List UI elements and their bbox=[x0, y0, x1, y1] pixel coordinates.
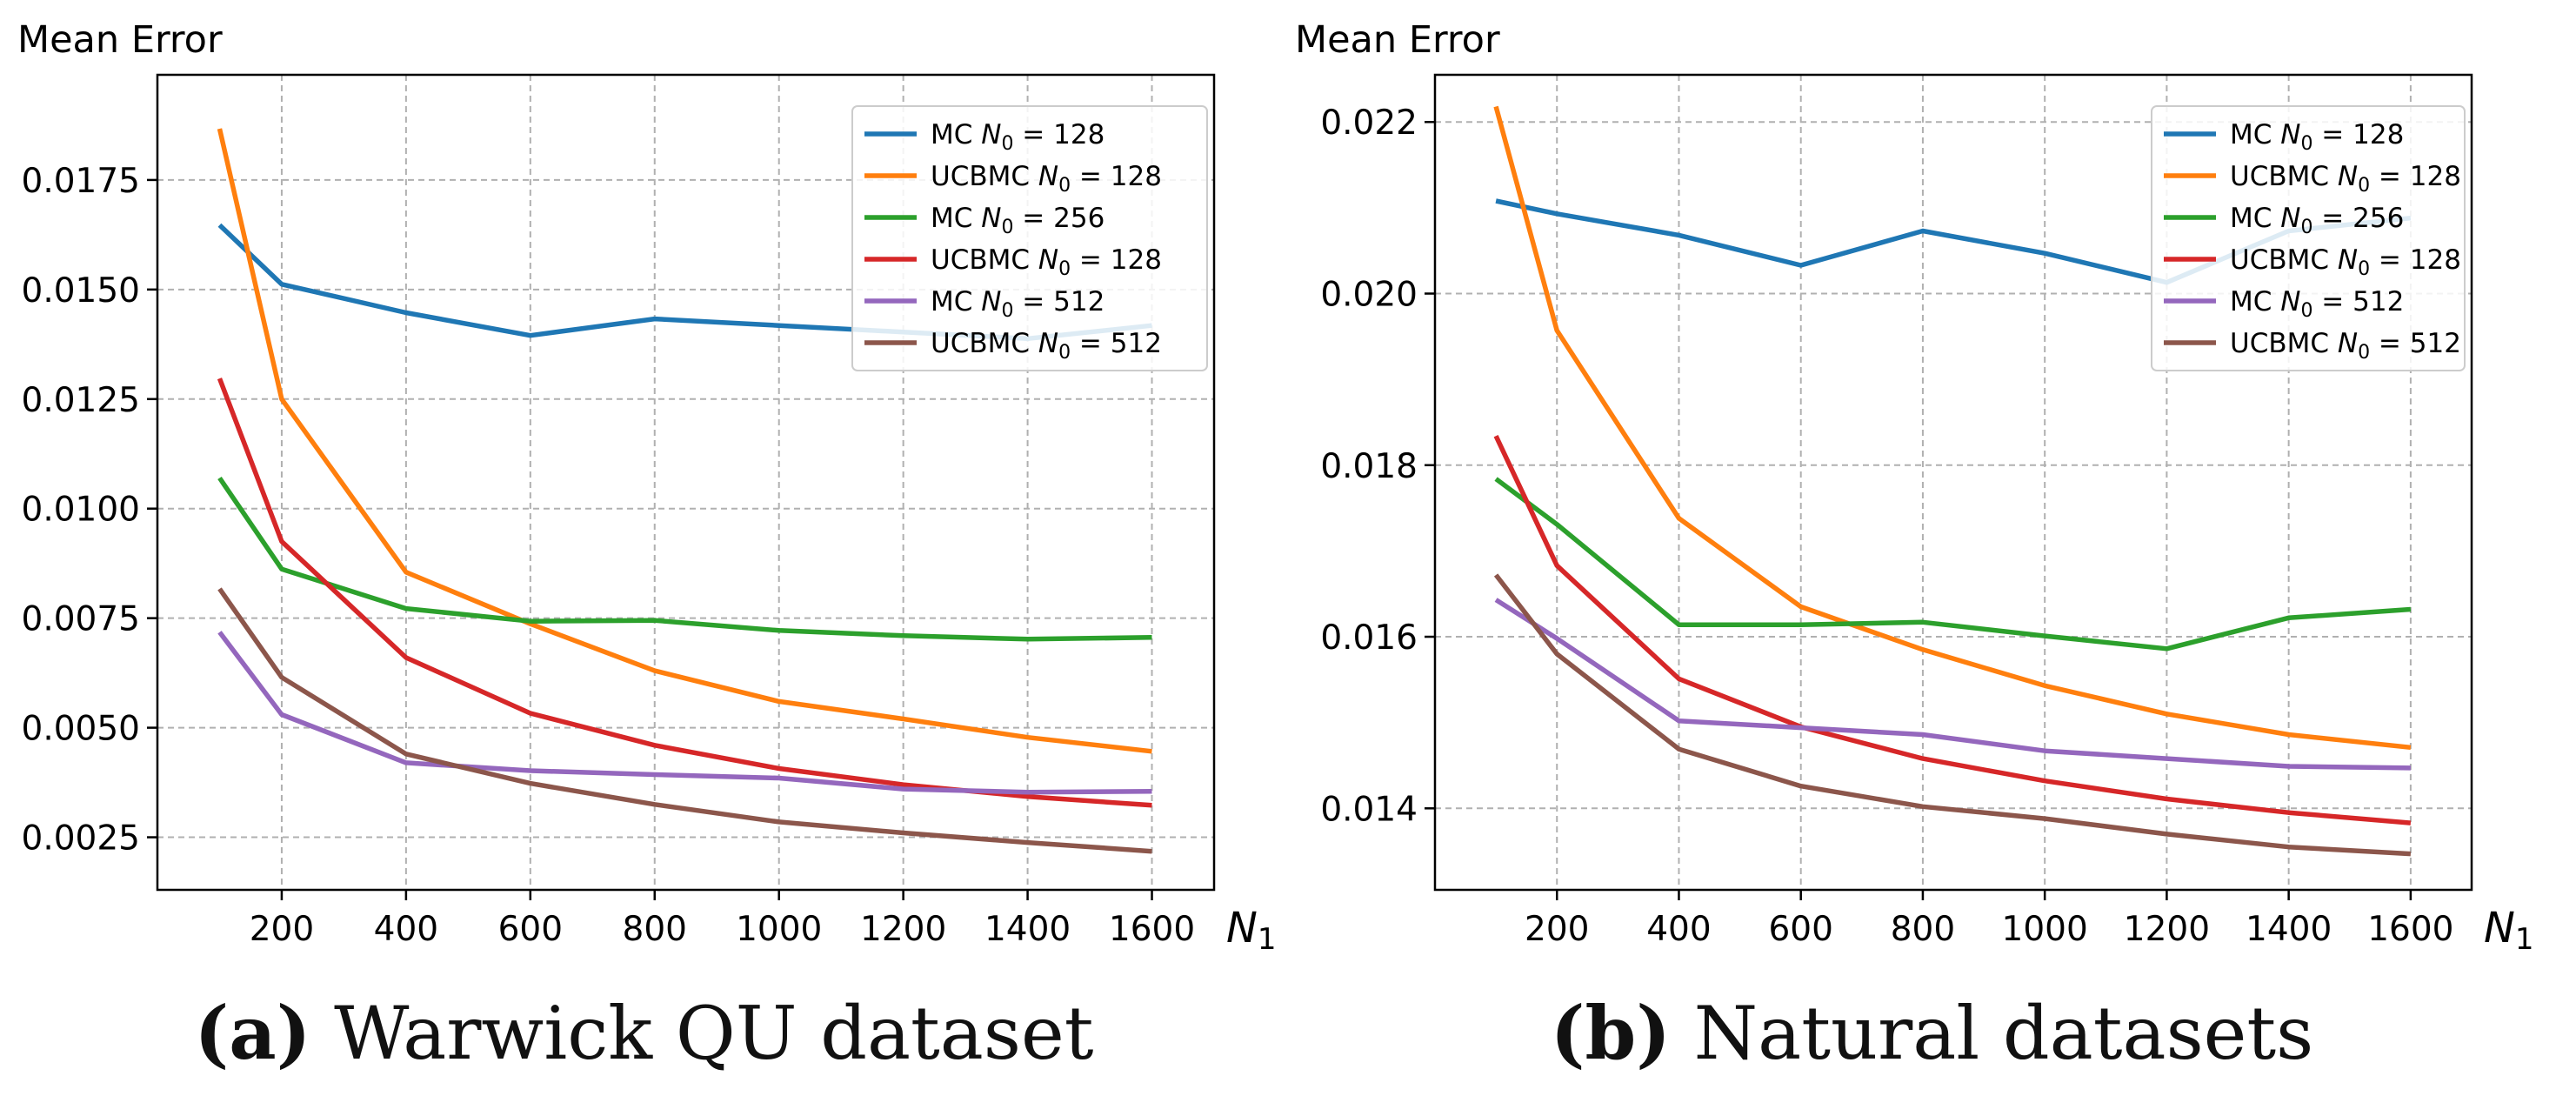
x-tick-label: 200 bbox=[1525, 910, 1589, 949]
x-tick-label: 1400 bbox=[2246, 910, 2332, 949]
caption-a-letter: (a) bbox=[194, 990, 311, 1076]
y-tick-label: 0.0025 bbox=[22, 819, 140, 859]
x-axis-label: N1 bbox=[1226, 904, 1277, 957]
x-tick-label: 800 bbox=[1891, 910, 1955, 949]
y-tick-label: 0.0150 bbox=[22, 271, 140, 311]
y-axis-label: Mean Error bbox=[1295, 18, 1500, 62]
x-tick-label: 600 bbox=[498, 910, 563, 949]
plot-frame bbox=[156, 73, 1216, 892]
y-tick-label: 0.014 bbox=[1320, 790, 1418, 829]
legend-entry: MC N0 = 128 bbox=[2230, 119, 2404, 155]
legend-entry: MC N0 = 512 bbox=[931, 286, 1104, 322]
legend-entry: UCBMC N0 = 128 bbox=[931, 161, 1162, 197]
chart-a: 200 400 600 800 1000 1200 1400 1600 0.0025 0.0050… bbox=[17, 18, 1277, 957]
legend-entry: UCBMC N0 = 512 bbox=[931, 328, 1162, 364]
chart-panel-a: 200 400 600 800 1000 1200 1400 1600 0.0025 0.0050… bbox=[0, 18, 1288, 1076]
series-line-2 bbox=[217, 128, 1152, 754]
legend-entry: UCBMC N0 = 512 bbox=[2230, 328, 2461, 364]
series-line-5 bbox=[1494, 598, 2411, 771]
y-tick-label: 0.020 bbox=[1320, 276, 1418, 315]
legend-box bbox=[851, 105, 1208, 371]
legend: MC N0 = 128 UCBMC N0 = 128 MC N0 = 256 UCBM… bbox=[2151, 105, 2466, 371]
x-tick-label: 1200 bbox=[2124, 910, 2210, 949]
y-tick-label: 0.0125 bbox=[22, 381, 140, 420]
legend-entry: MC N0 = 512 bbox=[2230, 286, 2404, 322]
x-axis-label: N1 bbox=[2484, 904, 2534, 957]
legend-entry: MC N0 = 256 bbox=[931, 203, 1104, 238]
chart-b: 200 400 600 800 1000 1200 1400 1600 0.014 0.016 0.… bbox=[1295, 18, 2534, 957]
plot-frame bbox=[1433, 73, 2473, 892]
legend: MC N0 = 128 UCBMC N0 = 128 MC N0 = 256 UCBM… bbox=[851, 105, 1208, 371]
x-tick-label: 400 bbox=[374, 910, 438, 949]
series-line-2 bbox=[1493, 105, 2412, 751]
y-axis-label: Mean Error bbox=[17, 18, 223, 62]
caption-b: (b) Natural datasets bbox=[1288, 990, 2576, 1076]
y-tick-label: 0.0050 bbox=[22, 710, 140, 749]
y-tick-label: 0.018 bbox=[1320, 447, 1418, 486]
chart-panel-b: 200 400 600 800 1000 1200 1400 1600 0.014 0.016 0.… bbox=[1288, 0, 2576, 1096]
legend-entry: MC N0 = 128 bbox=[931, 119, 1104, 155]
series-line-6 bbox=[1493, 573, 2412, 857]
y-tick-label: 0.0175 bbox=[22, 162, 140, 201]
y-tick-label: 0.022 bbox=[1320, 104, 1418, 143]
x-tick-label: 1000 bbox=[736, 910, 822, 949]
caption-a: (a) Warwick QU dataset bbox=[0, 990, 1288, 1076]
y-tick-label: 0.0075 bbox=[22, 600, 140, 639]
series-line-6 bbox=[217, 587, 1152, 854]
x-tick-label: 1200 bbox=[860, 910, 946, 949]
y-tick-label: 0.0100 bbox=[22, 491, 140, 530]
y-tick-label: 0.016 bbox=[1320, 618, 1418, 658]
x-tick-label: 1400 bbox=[984, 910, 1071, 949]
series-line-5 bbox=[217, 631, 1152, 795]
x-tick-label: 1000 bbox=[2002, 910, 2088, 949]
caption-a-text: Warwick QU dataset bbox=[310, 991, 1094, 1076]
caption-b-letter: (b) bbox=[1550, 990, 1671, 1076]
legend-entry: UCBMC N0 = 128 bbox=[2230, 161, 2461, 197]
x-tick-label: 200 bbox=[250, 910, 314, 949]
x-tick-label: 1600 bbox=[1109, 910, 1195, 949]
series-line-4 bbox=[1493, 435, 2412, 825]
x-tick-label: 400 bbox=[1646, 910, 1711, 949]
x-tick-label: 1600 bbox=[2367, 910, 2453, 949]
series-line-3 bbox=[1494, 477, 2412, 652]
legend-entry: UCBMC N0 = 128 bbox=[931, 244, 1162, 280]
x-tick-label: 800 bbox=[623, 910, 687, 949]
legend-box bbox=[2151, 105, 2466, 371]
legend-entry: UCBMC N0 = 128 bbox=[2230, 244, 2461, 280]
caption-b-text: Natural datasets bbox=[1670, 991, 2314, 1076]
x-tick-label: 600 bbox=[1768, 910, 1832, 949]
legend-entry: MC N0 = 256 bbox=[2230, 203, 2404, 238]
